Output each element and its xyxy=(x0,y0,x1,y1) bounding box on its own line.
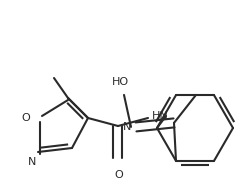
Text: HO: HO xyxy=(111,77,128,87)
Text: N: N xyxy=(122,122,131,132)
Text: O: O xyxy=(21,113,30,123)
Text: HN: HN xyxy=(151,111,168,121)
Text: N: N xyxy=(28,157,36,167)
Text: O: O xyxy=(114,170,123,180)
